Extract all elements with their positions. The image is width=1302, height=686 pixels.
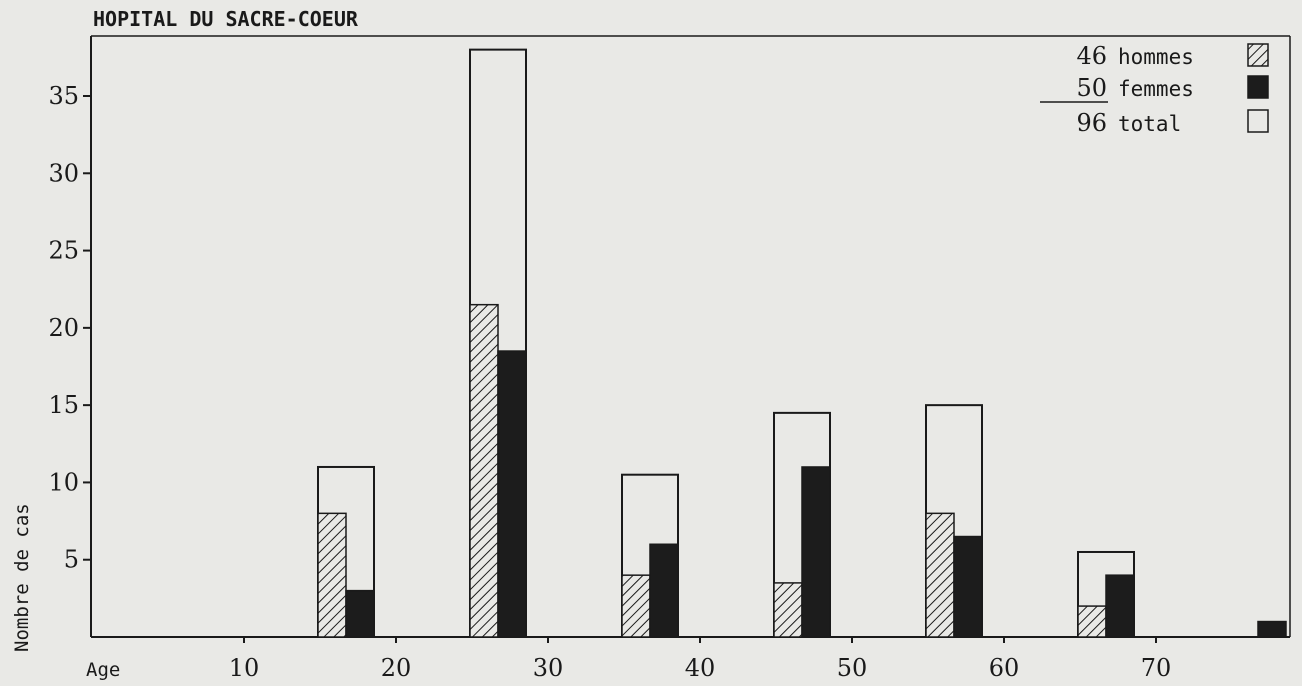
x-tick-label: 40 xyxy=(685,654,716,682)
y-axis-label: Nombre de cas xyxy=(11,503,33,652)
chart-title: HOPITAL DU SACRE-COEUR xyxy=(93,7,359,31)
y-tick-label: 15 xyxy=(48,391,79,419)
bar-hommes xyxy=(317,512,347,638)
y-axis-ticks: 5 10 15 20 25 30 35 xyxy=(48,82,91,574)
x-tick-label: 20 xyxy=(381,654,412,682)
plot-frame xyxy=(90,35,1291,638)
x-axis-ticks: 10 20 30 40 50 60 70 xyxy=(229,637,1172,682)
y-tick-label: 20 xyxy=(48,314,79,342)
bar-femmes xyxy=(1257,620,1287,638)
bars xyxy=(317,48,1287,639)
bar-hommes xyxy=(773,582,803,638)
x-tick-label: 30 xyxy=(533,654,564,682)
x-tick-label: 10 xyxy=(229,654,260,682)
bar-hommes xyxy=(1077,605,1107,638)
y-tick-label: 25 xyxy=(48,237,79,265)
legend-label-total: total xyxy=(1118,112,1181,136)
legend: 46 hommes 50 femmes 96 total xyxy=(1040,42,1269,137)
x-tick-label: 60 xyxy=(989,654,1020,682)
x-tick-label: 50 xyxy=(837,654,868,682)
bar-femmes xyxy=(497,350,527,638)
legend-swatch-hommes xyxy=(1247,43,1269,67)
legend-label-femmes: femmes xyxy=(1118,77,1194,101)
y-tick-label: 10 xyxy=(48,468,79,496)
x-axis-label: Age xyxy=(86,659,120,681)
bar-femmes xyxy=(345,589,375,638)
bar-femmes xyxy=(953,535,983,638)
y-tick-label: 35 xyxy=(48,82,79,110)
bar-hommes xyxy=(469,303,499,638)
legend-label-hommes: hommes xyxy=(1118,45,1194,69)
legend-swatch-femmes xyxy=(1247,75,1269,99)
legend-swatch-total xyxy=(1247,109,1269,133)
legend-count-femmes: 50 xyxy=(1076,74,1107,102)
x-tick-label: 70 xyxy=(1141,654,1172,682)
legend-count-hommes: 46 xyxy=(1076,42,1107,70)
bar-hommes xyxy=(621,574,651,638)
bar-femmes xyxy=(649,543,679,638)
bar-hommes xyxy=(925,512,955,638)
bar-femmes xyxy=(801,466,831,638)
legend-count-total: 96 xyxy=(1076,109,1107,137)
y-tick-label: 5 xyxy=(64,546,79,574)
bar-femmes xyxy=(1105,574,1135,638)
y-tick-label: 30 xyxy=(48,159,79,187)
